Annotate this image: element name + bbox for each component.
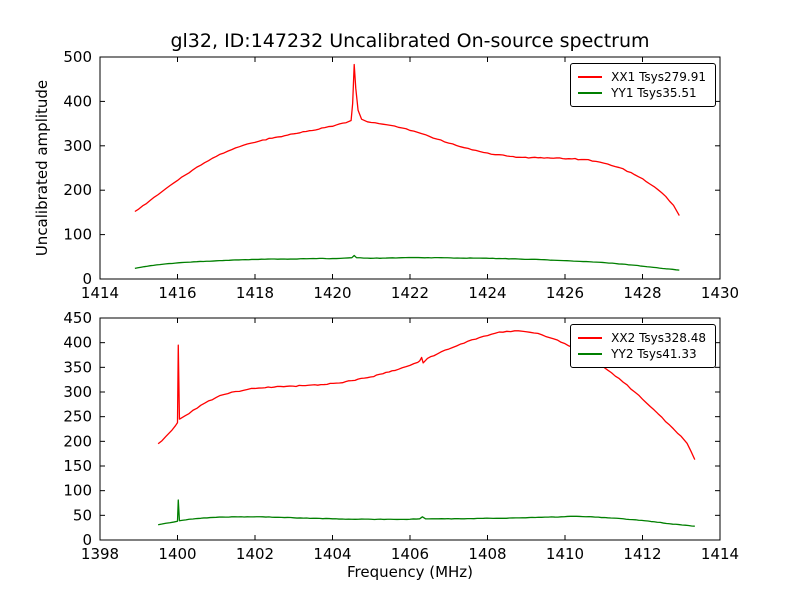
y-tick-label: 200 bbox=[63, 432, 92, 450]
x-tick-label: 1398 bbox=[81, 545, 119, 563]
legend-top: XX1 Tsys279.91 YY1 Tsys35.51 bbox=[570, 63, 716, 107]
y-tick-label: 200 bbox=[63, 181, 92, 199]
y-axis-label: Uncalibrated amplitude bbox=[33, 79, 51, 257]
y-tick-label: 300 bbox=[63, 383, 92, 401]
series-line-yy1 bbox=[134, 254, 680, 271]
x-axis-label: Frequency (MHz) bbox=[346, 563, 474, 581]
x-tick-label: 1408 bbox=[468, 545, 506, 563]
chart-title: gl32, ID:147232 Uncalibrated On-source s… bbox=[170, 30, 650, 52]
y-tick-label: 300 bbox=[63, 137, 92, 155]
y-tick-label: 400 bbox=[63, 92, 92, 110]
x-tick-label: 1426 bbox=[546, 284, 584, 302]
x-tick-label: 1414 bbox=[81, 284, 119, 302]
y-tick-label: 0 bbox=[82, 531, 92, 549]
x-tick-label: 1410 bbox=[546, 545, 584, 563]
legend-bottom: XX2 Tsys328.48 YY2 Tsys41.33 bbox=[570, 324, 716, 368]
x-tick-label: 1414 bbox=[701, 545, 739, 563]
series-line-yy2 bbox=[158, 499, 695, 527]
x-tick-label: 1424 bbox=[468, 284, 506, 302]
legend-line-sample-xx2 bbox=[578, 337, 603, 339]
x-tick-label: 1406 bbox=[391, 545, 429, 563]
legend-label-yy1: YY1 Tsys35.51 bbox=[611, 86, 697, 100]
x-tick-label: 1428 bbox=[623, 284, 661, 302]
y-tick-label: 250 bbox=[63, 408, 92, 426]
y-tick-label: 100 bbox=[63, 482, 92, 500]
legend-entry-yy2: YY2 Tsys41.33 bbox=[578, 346, 706, 362]
x-tick-label: 1412 bbox=[623, 545, 661, 563]
x-tick-label: 1422 bbox=[391, 284, 429, 302]
legend-entry-xx1: XX1 Tsys279.91 bbox=[578, 69, 706, 85]
legend-label-xx1: XX1 Tsys279.91 bbox=[611, 70, 706, 84]
x-tick-label: 1416 bbox=[158, 284, 196, 302]
legend-entry-xx2: XX2 Tsys328.48 bbox=[578, 330, 706, 346]
y-tick-label: 50 bbox=[73, 506, 92, 524]
legend-label-xx2: XX2 Tsys328.48 bbox=[611, 331, 706, 345]
y-tick-label: 0 bbox=[82, 270, 92, 288]
y-tick-label: 500 bbox=[63, 48, 92, 66]
x-tick-label: 1402 bbox=[236, 545, 274, 563]
x-tick-label: 1420 bbox=[313, 284, 351, 302]
x-tick-label: 1430 bbox=[701, 284, 739, 302]
legend-line-sample-yy2 bbox=[578, 353, 603, 355]
legend-entry-yy1: YY1 Tsys35.51 bbox=[578, 85, 706, 101]
x-tick-label: 1400 bbox=[158, 545, 196, 563]
legend-line-sample-yy1 bbox=[578, 92, 603, 94]
y-tick-label: 350 bbox=[63, 358, 92, 376]
legend-line-sample-xx1 bbox=[578, 76, 603, 78]
y-tick-label: 150 bbox=[63, 457, 92, 475]
x-tick-label: 1418 bbox=[236, 284, 274, 302]
legend-label-yy2: YY2 Tsys41.33 bbox=[611, 347, 697, 361]
y-tick-label: 400 bbox=[63, 334, 92, 352]
y-tick-label: 100 bbox=[63, 226, 92, 244]
x-tick-label: 1404 bbox=[313, 545, 351, 563]
series-line-xx1 bbox=[134, 63, 680, 216]
y-tick-label: 450 bbox=[63, 309, 92, 327]
